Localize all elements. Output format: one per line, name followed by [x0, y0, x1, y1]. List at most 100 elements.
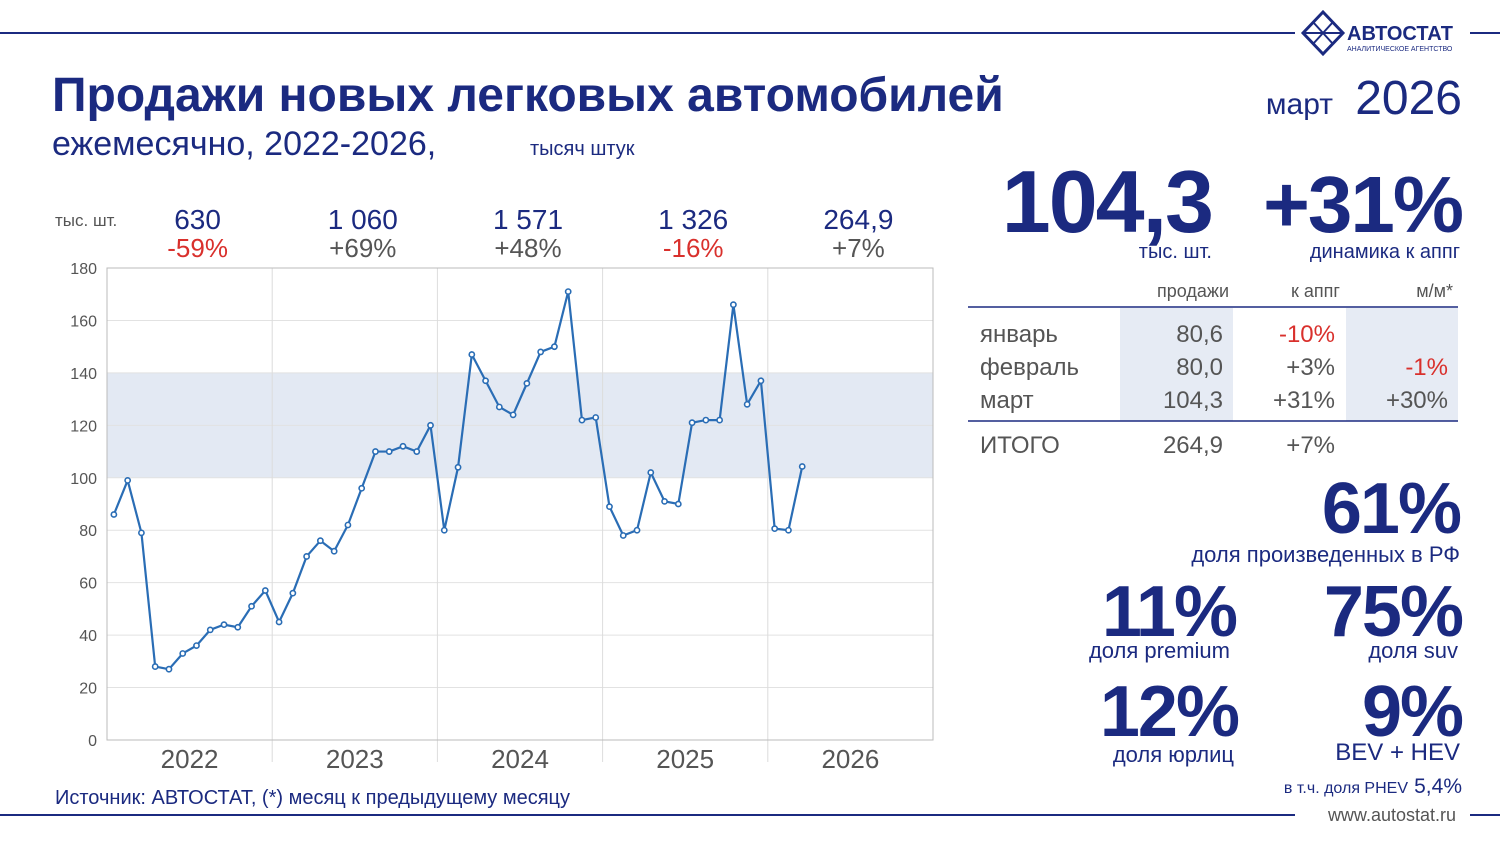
subtitle-unit: тысяч штук: [530, 138, 635, 160]
y-tick-label: 140: [70, 366, 97, 383]
stat-value: 75%: [1324, 572, 1463, 652]
table-cell: +31%: [1273, 387, 1335, 414]
series-line: [112, 291, 804, 671]
logo-icon: [1300, 9, 1346, 57]
table-cell: +30%: [1386, 387, 1448, 414]
point: [468, 351, 476, 358]
table-cell: +3%: [1286, 354, 1335, 381]
y-tick-label: 180: [70, 261, 97, 278]
point: [661, 497, 668, 505]
table-cell: 80,0: [1176, 354, 1223, 381]
source: Источник: АВТОСТАТ, (*) месяц к предыдущ…: [55, 787, 570, 809]
point: [688, 419, 696, 427]
table-month: февраль: [980, 354, 1079, 381]
annual-change: -59%: [167, 233, 228, 263]
point: [413, 448, 421, 455]
point: [275, 618, 283, 626]
point: [330, 547, 338, 555]
point: [385, 448, 393, 455]
stat-label: доля произведенных в РФ: [1191, 542, 1460, 567]
table-total: +7%: [1286, 432, 1335, 459]
title: Продажи новых легковых автомобилей: [52, 69, 1004, 122]
point: [165, 665, 173, 673]
point: [138, 529, 145, 537]
table-cell: 80,6: [1176, 321, 1223, 348]
table-cell: -10%: [1279, 321, 1335, 348]
logo-name: АВТОСТАТ: [1347, 23, 1453, 45]
point: [303, 553, 311, 560]
point: [482, 377, 489, 385]
point: [110, 511, 118, 518]
y-tick-label: 60: [79, 576, 97, 593]
point: [633, 526, 641, 534]
table-header: к аппг: [1291, 281, 1340, 301]
annual-total: 1 571: [493, 204, 563, 235]
point: [316, 537, 324, 545]
url: www.autostat.ru: [1327, 805, 1456, 825]
point: [702, 416, 710, 424]
table-cell: -1%: [1405, 354, 1448, 381]
subtitle: ежемесячно, 2022-2026,: [52, 125, 436, 163]
period-month: март: [1266, 88, 1333, 121]
y-tick-label: 120: [70, 418, 97, 435]
point: [785, 526, 792, 534]
point: [551, 343, 558, 351]
table-shade: [1120, 308, 1233, 421]
annual-total: 1 060: [328, 204, 398, 235]
point: [179, 650, 187, 657]
point: [564, 288, 572, 295]
point: [427, 421, 434, 429]
point: [193, 642, 200, 649]
summary-unit: тыс. шт.: [1139, 241, 1212, 263]
point: [757, 377, 765, 385]
table-month: март: [980, 387, 1034, 414]
y-tick-label: 20: [79, 681, 97, 698]
x-group-label: 2022: [161, 744, 219, 774]
annual-change: +69%: [329, 233, 396, 263]
annual-change: +7%: [832, 233, 885, 263]
x-group-label: 2023: [326, 744, 384, 774]
annual-total: 1 326: [658, 204, 728, 235]
point: [729, 301, 737, 309]
point: [234, 623, 242, 631]
table-shade: [1346, 308, 1458, 421]
x-group-label: 2025: [656, 744, 714, 774]
x-group-label: 2024: [491, 744, 549, 774]
point: [372, 448, 379, 455]
annual-total: 630: [174, 204, 221, 235]
point: [647, 469, 655, 476]
logo-tagline: АНАЛИТИЧЕСКОЕ АГЕНТСТВО: [1347, 46, 1453, 53]
y-tick-label: 160: [70, 313, 97, 330]
annual-change: -16%: [663, 233, 724, 263]
stat-value: 12%: [1100, 672, 1239, 752]
point: [358, 484, 366, 492]
point: [674, 500, 682, 508]
point: [743, 400, 751, 408]
point: [206, 626, 214, 634]
stat-value: 11%: [1102, 572, 1237, 652]
stat-label: доля suv: [1368, 638, 1458, 663]
summary-change: +31%: [1263, 160, 1463, 249]
point: [716, 416, 724, 424]
table-month: январь: [980, 321, 1058, 348]
point: [454, 463, 462, 471]
phev-value: 5,4%: [1414, 775, 1462, 798]
point: [248, 602, 255, 610]
y-tick-label: 100: [70, 471, 97, 488]
point: [798, 463, 806, 470]
period-year: 2026: [1355, 72, 1462, 125]
point: [523, 379, 531, 387]
point: [220, 621, 228, 629]
table-header: м/м*: [1416, 281, 1453, 301]
point: [495, 403, 503, 411]
point: [509, 411, 517, 419]
point: [771, 525, 779, 533]
point: [399, 442, 407, 450]
point: [289, 589, 297, 597]
table-total: 264,9: [1163, 432, 1223, 459]
point: [124, 476, 132, 484]
stat-label: доля premium: [1089, 638, 1230, 663]
stat-value: 61%: [1322, 469, 1461, 549]
x-group-label: 2026: [821, 744, 879, 774]
